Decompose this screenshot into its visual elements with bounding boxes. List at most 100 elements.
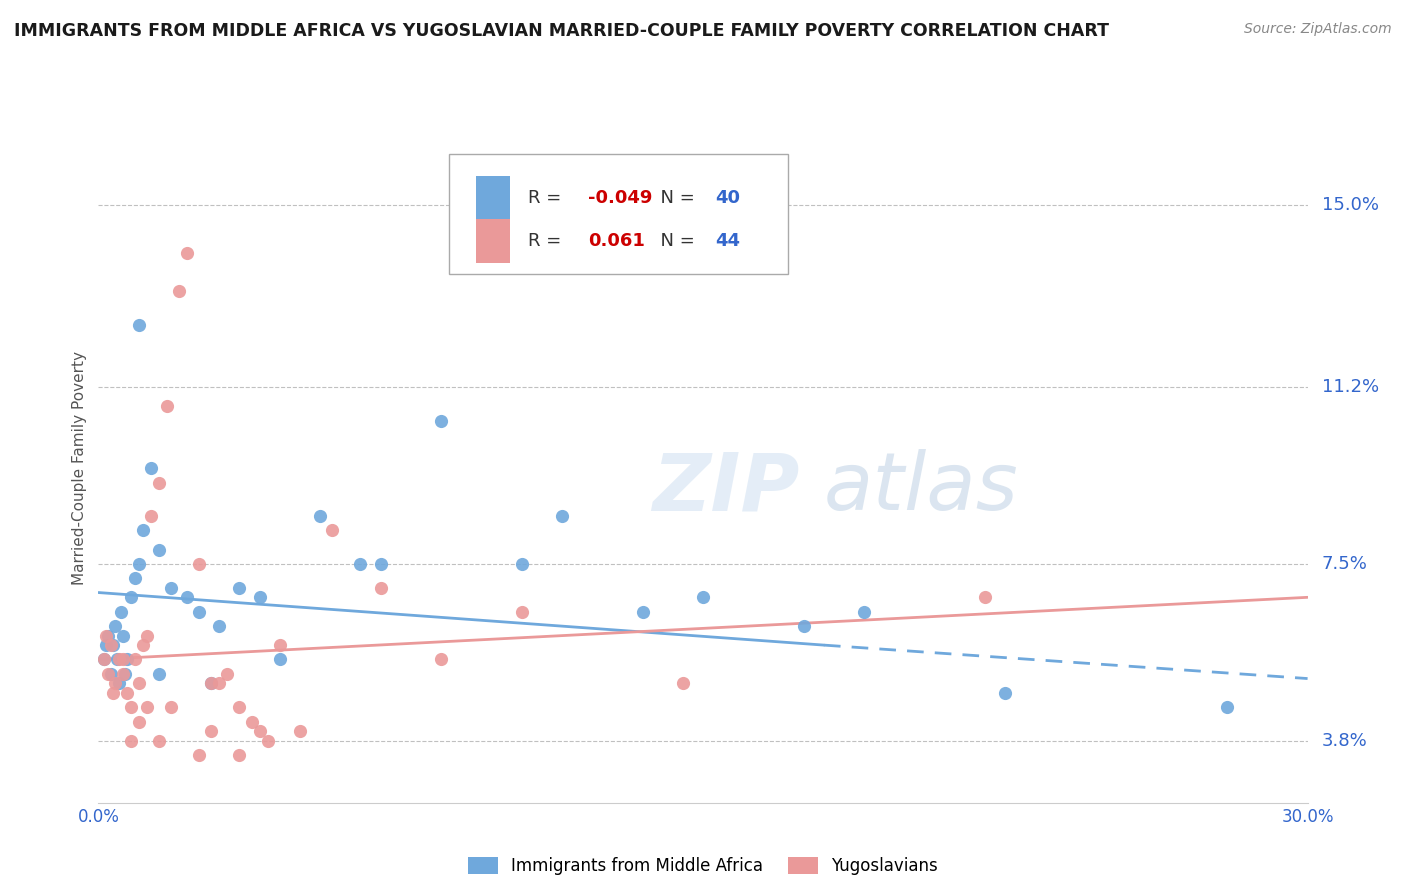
Point: [148, 475, 170, 490]
Point: [93, 652, 115, 666]
Point: [97, 628, 120, 642]
Point: [107, 652, 129, 666]
Point: [160, 581, 183, 595]
Point: [309, 509, 332, 524]
Point: [160, 700, 183, 714]
Point: [100, 666, 122, 681]
Point: [1216, 700, 1239, 714]
Point: [111, 652, 134, 666]
Point: [101, 686, 124, 700]
Legend: Immigrants from Middle Africa, Yugoslavians: Immigrants from Middle Africa, Yugoslavi…: [461, 850, 945, 881]
Point: [430, 413, 453, 427]
Point: [139, 509, 162, 524]
Point: [672, 676, 695, 690]
Point: [156, 399, 179, 413]
Point: [200, 724, 222, 739]
Point: [128, 557, 150, 571]
Point: [105, 652, 128, 666]
Point: [228, 700, 250, 714]
Point: [97, 666, 120, 681]
Point: [631, 605, 654, 619]
Text: 7.5%: 7.5%: [1322, 555, 1368, 573]
Point: [217, 666, 239, 681]
Point: [349, 557, 371, 571]
Point: [853, 605, 876, 619]
Point: [228, 581, 250, 595]
Point: [124, 571, 146, 585]
Point: [96, 628, 118, 642]
Point: [148, 666, 170, 681]
FancyBboxPatch shape: [449, 154, 787, 275]
Point: [228, 747, 250, 762]
Point: [269, 638, 291, 652]
Text: -0.049: -0.049: [588, 189, 652, 207]
Point: [321, 524, 343, 538]
Point: [974, 591, 997, 605]
Point: [148, 733, 170, 747]
Point: [370, 557, 392, 571]
Text: R =: R =: [527, 189, 567, 207]
Point: [188, 557, 211, 571]
Point: [114, 666, 136, 681]
Point: [111, 628, 134, 642]
Text: 0.061: 0.061: [588, 232, 645, 250]
Point: [240, 714, 263, 729]
Point: [551, 509, 574, 524]
Point: [139, 461, 162, 475]
Point: [120, 700, 142, 714]
Point: [115, 686, 138, 700]
Point: [128, 318, 150, 332]
Text: 3.8%: 3.8%: [1322, 731, 1368, 749]
Point: [249, 591, 271, 605]
Point: [430, 652, 453, 666]
Point: [208, 676, 231, 690]
Text: N =: N =: [648, 232, 700, 250]
Point: [269, 652, 291, 666]
Point: [200, 676, 222, 690]
Point: [510, 605, 533, 619]
Point: [256, 733, 278, 747]
Point: [128, 714, 150, 729]
Point: [994, 686, 1017, 700]
FancyBboxPatch shape: [475, 177, 509, 219]
Text: atlas: atlas: [824, 450, 1019, 527]
Point: [208, 619, 231, 633]
Point: [115, 652, 138, 666]
FancyBboxPatch shape: [475, 219, 509, 262]
Point: [510, 557, 533, 571]
Point: [93, 652, 115, 666]
Point: [120, 591, 142, 605]
Point: [370, 581, 392, 595]
Point: [692, 591, 714, 605]
Point: [188, 605, 211, 619]
Text: N =: N =: [648, 189, 700, 207]
Point: [132, 638, 155, 652]
Text: R =: R =: [527, 232, 567, 250]
Text: IMMIGRANTS FROM MIDDLE AFRICA VS YUGOSLAVIAN MARRIED-COUPLE FAMILY POVERTY CORRE: IMMIGRANTS FROM MIDDLE AFRICA VS YUGOSLA…: [14, 22, 1109, 40]
Point: [135, 700, 157, 714]
Point: [103, 619, 125, 633]
Text: 15.0%: 15.0%: [1322, 196, 1379, 214]
Point: [96, 638, 118, 652]
Point: [135, 628, 157, 642]
Point: [288, 724, 311, 739]
Point: [249, 724, 271, 739]
Point: [111, 666, 134, 681]
Point: [100, 638, 122, 652]
Text: Source: ZipAtlas.com: Source: ZipAtlas.com: [1244, 22, 1392, 37]
Point: [793, 619, 815, 633]
Point: [176, 246, 198, 260]
Point: [124, 652, 146, 666]
Point: [120, 733, 142, 747]
Point: [188, 747, 211, 762]
Point: [148, 542, 170, 557]
Text: 40: 40: [716, 189, 740, 207]
Text: 44: 44: [716, 232, 740, 250]
Text: ZIP: ZIP: [652, 450, 800, 527]
Point: [200, 676, 222, 690]
Point: [101, 638, 124, 652]
Point: [132, 524, 155, 538]
Point: [107, 676, 129, 690]
Point: [176, 591, 198, 605]
Point: [167, 285, 190, 299]
